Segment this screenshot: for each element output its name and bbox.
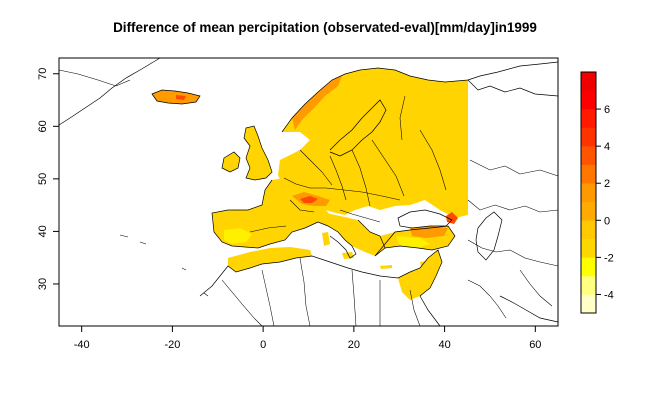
- colorbar-segment: [581, 109, 596, 128]
- coastline-europe-north: [281, 61, 559, 133]
- colorbar: -4 -2 0 2 4 6: [580, 71, 614, 314]
- coastline-iceland: [151, 89, 201, 105]
- colorbar-segment: [581, 90, 596, 110]
- x-tick-label: 60: [529, 339, 541, 351]
- coastline-levant-red-sea: [419, 249, 443, 327]
- coastline-italy: [317, 221, 357, 259]
- colorbar-segment: [581, 294, 596, 314]
- field-north-europe: [278, 68, 468, 218]
- colorbar-frame: [580, 71, 597, 314]
- colorbar-tick-label: 0: [604, 215, 610, 227]
- colorbar-segment: [581, 72, 596, 91]
- coastline-greenland: [58, 57, 161, 126]
- y-tick-label: 30: [37, 278, 49, 290]
- x-tick-label: 40: [438, 339, 450, 351]
- field-alps-peak: [300, 196, 318, 203]
- field-ireland: [222, 152, 240, 172]
- coastline-caspian: [475, 211, 503, 261]
- y-tick-label: 60: [37, 120, 49, 132]
- field-north-africa: [228, 247, 312, 272]
- field-turkey-low: [396, 236, 430, 248]
- coastline-west-europe: [211, 179, 319, 249]
- x-tick-label: 20: [348, 339, 360, 351]
- field-iceland-peak: [176, 95, 186, 100]
- x-axis: -40 -20 0 20 40 60: [74, 326, 541, 351]
- x-tick-label: -40: [74, 339, 90, 351]
- y-tick-label: 40: [37, 225, 49, 237]
- map-title: Difference of mean percipitation (observ…: [113, 20, 537, 35]
- coastline-ireland: [221, 151, 241, 173]
- border-lines-greenland: [58, 69, 131, 87]
- x-tick-label: 0: [260, 339, 266, 351]
- colorbar-segment: [581, 183, 596, 203]
- coastline-black-sea: [397, 209, 453, 229]
- y-axis: 30 40 50 60 70: [37, 68, 59, 290]
- coastline-russia-arctic: [467, 79, 559, 97]
- field-iberia-low: [224, 228, 252, 244]
- field-norway-coast-high: [292, 76, 342, 130]
- precipitation-field: [152, 68, 468, 300]
- y-tick-label: 50: [37, 173, 49, 185]
- border-lines-europe: [249, 95, 447, 233]
- colorbar-segment: [581, 275, 596, 295]
- colorbar-tick-label: 6: [604, 104, 610, 116]
- colorbar-segment: [581, 220, 596, 240]
- y-tick-label: 70: [37, 68, 49, 80]
- coastline-great-britain: [243, 125, 273, 181]
- coastline-north-africa: [199, 255, 429, 297]
- colorbar-segment: [581, 164, 596, 184]
- colorbar-segment: [581, 201, 596, 221]
- field-crete: [380, 265, 392, 269]
- field-corsica-sardinia: [322, 232, 330, 246]
- x-tick-label: -20: [164, 339, 180, 351]
- field-great-britain: [244, 126, 272, 180]
- border-lines-asia: [467, 159, 559, 319]
- colorbar-tick-label: -4: [604, 289, 614, 301]
- colorbar-segment: [581, 127, 596, 147]
- border-lines-caribbean-canary: [119, 234, 209, 297]
- colorbar-segment: [581, 257, 596, 277]
- field-caucasus-peak: [446, 212, 458, 224]
- colorbar-tick-label: 2: [604, 178, 610, 190]
- colorbar-tick-label: -2: [604, 252, 614, 264]
- colorbar-tick-label: 4: [604, 141, 610, 153]
- country-borders: [58, 69, 559, 327]
- colorbar-segment: [581, 238, 596, 258]
- border-lines-africa: [221, 257, 421, 327]
- coastline-balkans-turkey: [357, 219, 456, 257]
- field-levant: [398, 250, 442, 300]
- coastline-persian-gulf: [499, 295, 559, 323]
- colorbar-segment: [581, 146, 596, 165]
- plot-frame: [58, 57, 559, 327]
- field-sicily: [342, 252, 354, 259]
- coastlines: [58, 57, 559, 327]
